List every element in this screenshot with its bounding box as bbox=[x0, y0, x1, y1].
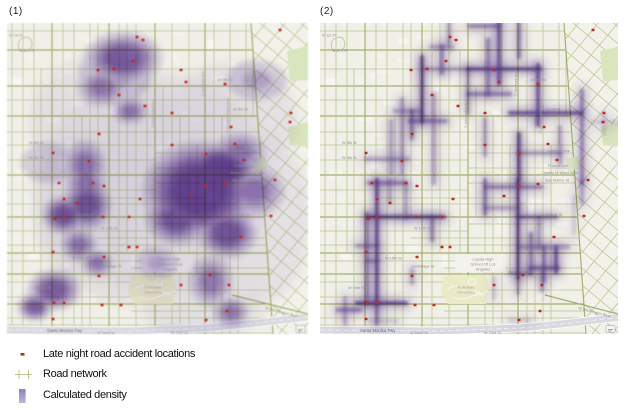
accident-points-layer bbox=[51, 28, 293, 322]
panel1-title: (1) bbox=[9, 6, 23, 17]
svg-text:James M Wood Blvd: James M Wood Blvd bbox=[543, 171, 578, 175]
legend-item-density: Calculated density bbox=[0, 386, 127, 404]
svg-text:S Vermont Ave: S Vermont Ave bbox=[514, 71, 518, 96]
map-svg-network: W 1st St W 2nd St W 4th St W 6th St W 8th St… bbox=[319, 17, 627, 336]
density-gradient-icon bbox=[19, 389, 26, 403]
svg-text:W 23rd St: W 23rd St bbox=[484, 331, 502, 334]
svg-text:Francis Ave: Francis Ave bbox=[548, 164, 568, 168]
svg-text:W 11th St: W 11th St bbox=[390, 213, 407, 217]
svg-text:W 9th St: W 9th St bbox=[29, 156, 45, 160]
svg-text:S Vermont Ave: S Vermont Ave bbox=[201, 71, 205, 96]
svg-text:Cemetery: Cemetery bbox=[144, 290, 161, 295]
svg-text:W 16th St: W 16th St bbox=[35, 286, 53, 290]
svg-text:W 12th St: W 12th St bbox=[101, 227, 119, 231]
svg-text:Cambridge St: Cambridge St bbox=[411, 265, 435, 269]
svg-text:W 15th St: W 15th St bbox=[385, 257, 403, 261]
svg-text:W 22nd St: W 22nd St bbox=[97, 331, 116, 334]
network-density-layer bbox=[332, 17, 627, 329]
map-labels-layer: W 1st St W 2nd St W 4th St W 6th St W 8th St… bbox=[322, 34, 611, 335]
accident-points-layer bbox=[364, 28, 606, 322]
map-labels-layer: W 1st St W 2nd St W 4th St W 6th St W 8th St… bbox=[9, 34, 298, 335]
legend-label-density: Calculated density bbox=[43, 389, 127, 401]
svg-text:San Marino St: San Marino St bbox=[545, 179, 570, 183]
map-svg-planar: W 1st St W 2nd St W 4th St W 6th St W 8th St… bbox=[6, 22, 310, 338]
svg-text:Cemetery: Cemetery bbox=[457, 290, 474, 295]
legend-label-accidents: Late night road accident locations bbox=[43, 348, 195, 360]
svg-text:W 11th St: W 11th St bbox=[546, 213, 563, 217]
svg-text:W 8th St: W 8th St bbox=[29, 141, 45, 145]
svg-text:School Of Los: School Of Los bbox=[157, 262, 182, 267]
panel2-title: (2) bbox=[320, 6, 334, 17]
svg-text:W 2nd St: W 2nd St bbox=[19, 49, 36, 53]
svg-text:Rosedale: Rosedale bbox=[145, 285, 163, 290]
svg-text:S Alexandria Ave: S Alexandria Ave bbox=[464, 99, 468, 128]
svg-text:S Normandie Ave: S Normandie Ave bbox=[105, 64, 109, 93]
svg-text:W 11th St: W 11th St bbox=[233, 213, 250, 217]
svg-text:Loyola High: Loyola High bbox=[159, 257, 180, 262]
svg-text:S Westmoreland Ave: S Westmoreland Ave bbox=[226, 98, 230, 133]
svg-text:W 11th St: W 11th St bbox=[77, 213, 94, 217]
svg-text:School Of Los: School Of Los bbox=[470, 262, 495, 267]
svg-text:S Westmoreland Ave: S Westmoreland Ave bbox=[539, 98, 543, 133]
map-credit-icon bbox=[605, 325, 616, 333]
svg-text:Francis Ave: Francis Ave bbox=[235, 164, 255, 168]
svg-text:San Marino St: San Marino St bbox=[232, 179, 257, 183]
svg-text:W 22nd St: W 22nd St bbox=[410, 331, 429, 334]
svg-text:W 8th St: W 8th St bbox=[342, 141, 358, 145]
svg-text:W 23rd St: W 23rd St bbox=[171, 331, 189, 334]
svg-text:James M Wood Blvd: James M Wood Blvd bbox=[230, 171, 265, 175]
svg-text:Santa Monica Fwy: Santa Monica Fwy bbox=[47, 328, 83, 333]
svg-text:Leeward Ave: Leeward Ave bbox=[548, 149, 570, 153]
svg-text:W 15th St: W 15th St bbox=[72, 257, 90, 261]
legend-label-road-network: Road network bbox=[43, 368, 107, 380]
svg-text:Santa Monica Fwy: Santa Monica Fwy bbox=[360, 328, 396, 333]
svg-text:Leeward Ave: Leeward Ave bbox=[235, 149, 257, 153]
svg-text:W 6th St: W 6th St bbox=[233, 108, 249, 112]
accident-point-icon bbox=[20, 353, 25, 356]
svg-text:Rosedale: Rosedale bbox=[458, 285, 476, 290]
road-network-icon bbox=[15, 370, 32, 379]
svg-text:Loyola High: Loyola High bbox=[472, 257, 493, 262]
map-panel-network-density[interactable]: W 1st St W 2nd St W 4th St W 6th St W 8th St… bbox=[319, 17, 627, 336]
svg-text:W 4th St: W 4th St bbox=[218, 78, 234, 82]
legend-item-accidents: Late night road accident locations bbox=[0, 348, 195, 360]
svg-text:W 4th St: W 4th St bbox=[531, 78, 547, 82]
svg-text:W 16th St: W 16th St bbox=[348, 286, 366, 290]
legend-item-road-network: Road network bbox=[0, 366, 107, 382]
svg-text:W 12th St: W 12th St bbox=[414, 227, 432, 231]
svg-text:W 2nd St: W 2nd St bbox=[332, 49, 349, 53]
svg-text:Angeles: Angeles bbox=[163, 267, 177, 272]
map-credit-icon bbox=[295, 325, 306, 333]
svg-text:S Alexandria Ave: S Alexandria Ave bbox=[151, 99, 155, 128]
svg-text:W 9th St: W 9th St bbox=[342, 156, 358, 160]
svg-text:W 1st St: W 1st St bbox=[9, 34, 23, 38]
svg-text:Angeles: Angeles bbox=[476, 267, 490, 272]
svg-text:W 6th St: W 6th St bbox=[546, 108, 562, 112]
svg-text:S Normandie Ave: S Normandie Ave bbox=[418, 64, 422, 93]
svg-text:W 1st St: W 1st St bbox=[322, 34, 336, 38]
map-panel-planar-density[interactable]: W 1st St W 2nd St W 4th St W 6th St W 8th St… bbox=[6, 22, 310, 338]
svg-text:Cambridge St: Cambridge St bbox=[98, 265, 122, 269]
